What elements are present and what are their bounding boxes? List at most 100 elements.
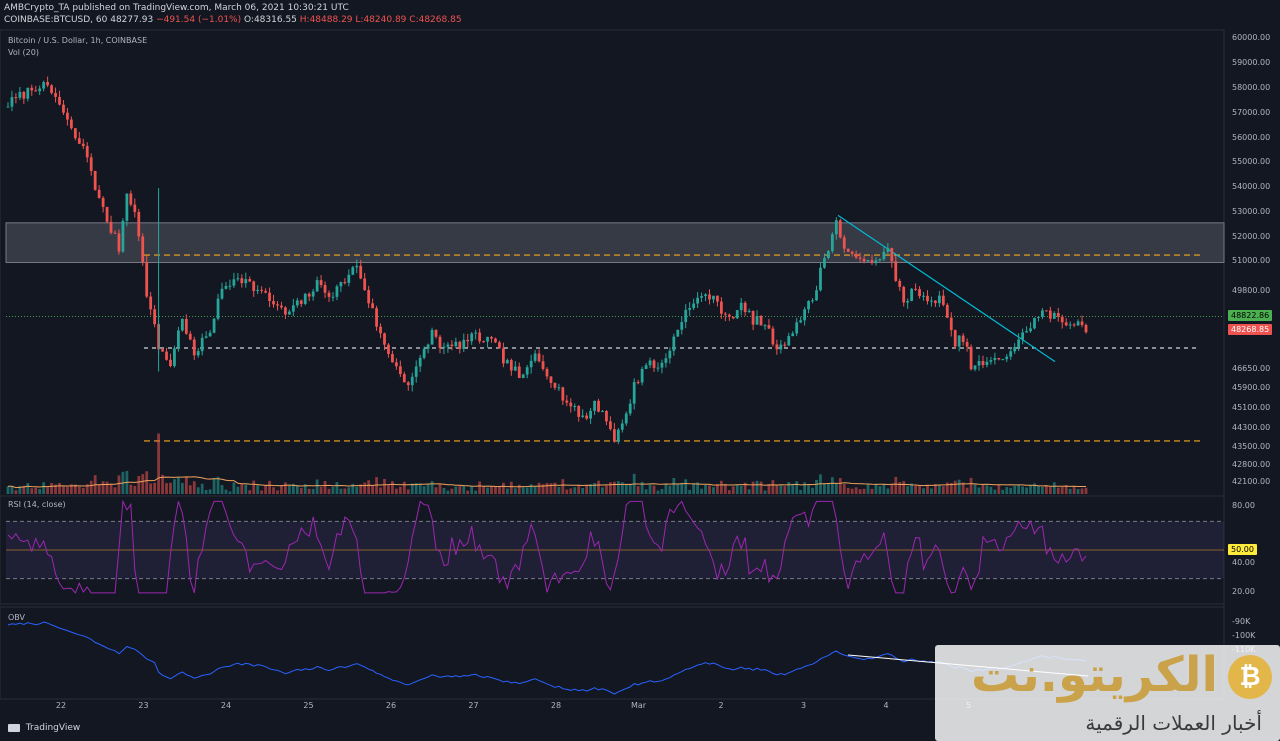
volume-bar: [862, 488, 866, 494]
volume-bar: [113, 487, 117, 494]
volume-bar: [216, 476, 220, 494]
candle: [216, 293, 220, 321]
candle: [331, 292, 335, 302]
volume-bar: [109, 483, 113, 494]
candle: [1041, 308, 1044, 320]
price-tick-label: 60000.00: [1232, 33, 1271, 43]
candle: [395, 358, 398, 370]
candle: [89, 153, 93, 176]
volume-bar: [1084, 487, 1088, 494]
candle: [751, 310, 755, 331]
candle: [54, 87, 57, 103]
volume-bar: [941, 486, 945, 494]
volume-bar: [914, 485, 917, 494]
volume-bar: [712, 487, 715, 494]
price-tick-label: 49800.00: [1232, 286, 1271, 296]
footer-brand[interactable]: TradingView: [8, 723, 80, 733]
volume-bar: [208, 489, 212, 494]
volume-bar: [474, 490, 478, 494]
candle: [343, 278, 347, 285]
candle: [97, 185, 101, 199]
volume-bar: [1037, 485, 1040, 494]
volume-bar: [902, 481, 906, 494]
candle: [720, 297, 723, 319]
volume-bar: [188, 485, 192, 494]
volume-bar: [771, 480, 775, 494]
candle: [402, 371, 406, 383]
candle: [192, 336, 196, 360]
candle: [565, 395, 569, 407]
volume-bar: [442, 487, 446, 494]
candle: [303, 292, 307, 306]
volume-bar: [628, 483, 632, 494]
volume-bar: [616, 481, 620, 494]
volume-bar: [791, 483, 795, 494]
candle: [672, 333, 676, 356]
volume-bar: [846, 487, 850, 494]
volume-bar: [842, 484, 846, 494]
candle: [188, 330, 192, 341]
candle: [934, 300, 937, 307]
candle: [581, 409, 585, 419]
volume-bar: [537, 482, 541, 494]
candle: [1052, 311, 1056, 320]
candle: [347, 269, 351, 287]
volume-bar: [89, 480, 93, 494]
volume-bar: [478, 481, 482, 494]
watermark-title: الكريتو.نت: [970, 647, 1218, 703]
volume-bar: [505, 488, 509, 494]
candle: [430, 327, 434, 345]
candle: [244, 272, 248, 288]
candle: [1029, 322, 1032, 333]
volume-bar: [509, 481, 513, 494]
volume-bar: [953, 480, 957, 494]
candle: [882, 247, 886, 261]
volume-bar: [422, 486, 426, 494]
volume-bar: [343, 488, 347, 494]
brand-label: TradingView: [25, 723, 81, 733]
volume-bar: [236, 486, 240, 494]
time-tick-label: 23: [138, 701, 149, 710]
volume-bar: [62, 485, 65, 494]
candle: [387, 343, 390, 358]
volume-bar: [997, 484, 1001, 494]
candle: [406, 381, 410, 391]
candle: [846, 248, 850, 252]
candle: [838, 218, 842, 239]
volume-bar: [454, 486, 458, 494]
volume-bar: [414, 482, 418, 494]
candle: [307, 292, 311, 302]
candle: [34, 85, 38, 92]
volume-bar: [105, 481, 109, 494]
candle: [945, 303, 949, 319]
candle: [355, 259, 359, 274]
time-tick-label: 22: [55, 701, 67, 710]
candle: [759, 315, 763, 326]
volume-bar: [577, 484, 581, 494]
candle: [926, 290, 929, 305]
volume-bar: [727, 490, 731, 494]
candle: [743, 301, 747, 316]
volume-bar: [85, 484, 89, 494]
volume-bar: [636, 486, 640, 494]
volume-bar: [486, 487, 489, 494]
volume-bar: [906, 486, 910, 494]
candle: [371, 298, 374, 309]
candle: [66, 107, 69, 126]
volume-bar: [165, 483, 168, 494]
candle: [807, 300, 810, 314]
price-tag: 48822.86: [1228, 310, 1273, 322]
volume-bar: [918, 484, 921, 494]
candle: [1064, 318, 1068, 327]
candle: [739, 297, 743, 316]
candle: [295, 297, 299, 308]
publish-info: AMBCrypto_TA published on TradingView.co…: [4, 3, 349, 13]
candle: [426, 343, 430, 354]
candle: [42, 80, 46, 92]
candle: [169, 353, 172, 368]
volume-bar: [359, 484, 363, 494]
candle: [10, 90, 14, 112]
candle: [688, 302, 692, 316]
volume-bar: [589, 484, 592, 494]
